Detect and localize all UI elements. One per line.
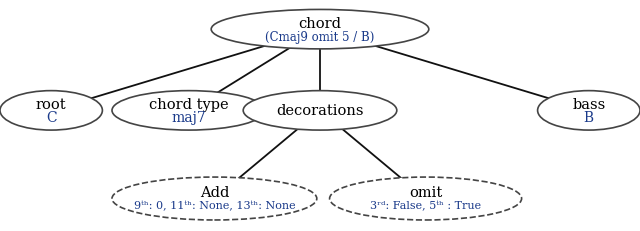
Text: chord type: chord type: [149, 97, 228, 111]
Text: (Cmaj9 omit 5 / B): (Cmaj9 omit 5 / B): [266, 30, 374, 43]
Text: Add: Add: [200, 185, 229, 199]
Ellipse shape: [0, 91, 102, 131]
Ellipse shape: [538, 91, 640, 131]
Text: maj7: maj7: [172, 111, 206, 125]
Text: root: root: [36, 97, 67, 111]
Text: 3ʳᵈ: False, 5ᵗʰ : True: 3ʳᵈ: False, 5ᵗʰ : True: [370, 201, 481, 211]
Text: bass: bass: [572, 97, 605, 111]
Ellipse shape: [112, 177, 317, 220]
Ellipse shape: [211, 10, 429, 50]
Text: B: B: [584, 111, 594, 125]
Ellipse shape: [112, 91, 266, 131]
Text: C: C: [46, 111, 56, 125]
Ellipse shape: [243, 91, 397, 131]
Text: decorations: decorations: [276, 104, 364, 118]
Text: chord: chord: [298, 17, 342, 30]
Text: omit: omit: [409, 185, 442, 199]
Text: 9ᵗʰ: 0, 11ᵗʰ: None, 13ᵗʰ: None: 9ᵗʰ: 0, 11ᵗʰ: None, 13ᵗʰ: None: [134, 201, 295, 211]
Ellipse shape: [330, 177, 522, 220]
